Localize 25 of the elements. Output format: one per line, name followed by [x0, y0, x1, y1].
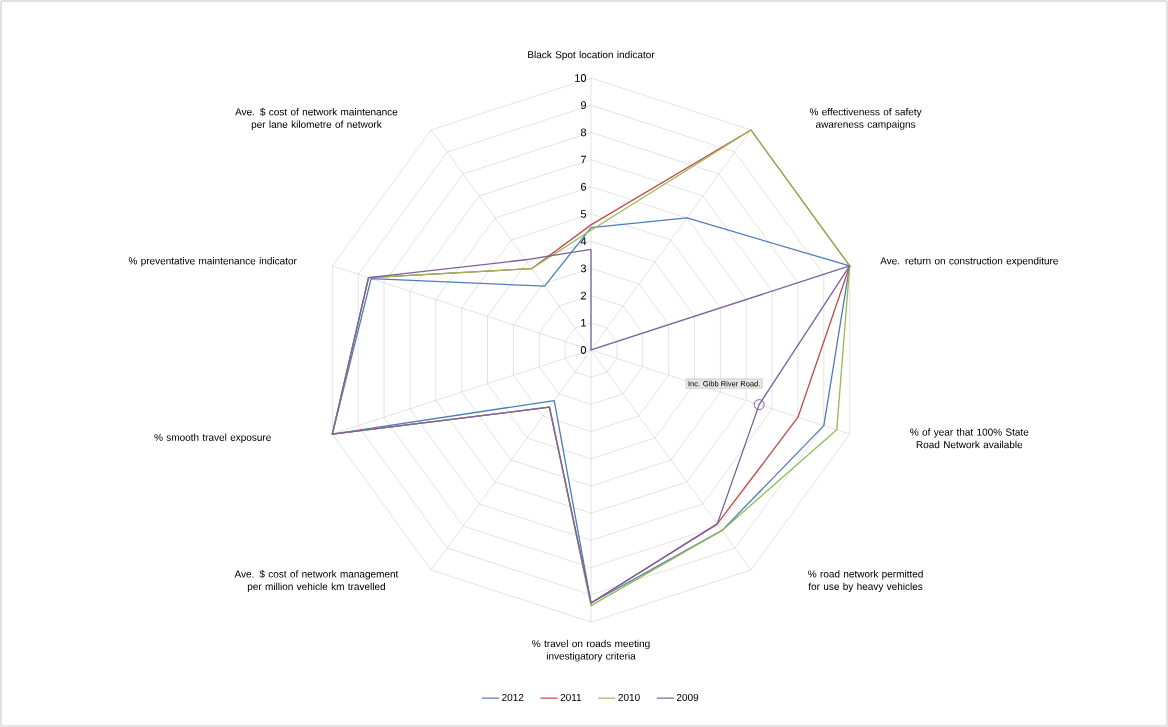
legend-label: 2009	[676, 693, 699, 701]
legend-label: 2012	[502, 693, 524, 701]
y-tick-label: 0	[580, 346, 587, 354]
y-tick-label: 1	[581, 319, 586, 327]
y-tick-label: 7	[580, 155, 586, 164]
y-tick-label: 4	[580, 237, 587, 245]
y-tick-label: 10	[575, 74, 587, 82]
y-tick-label: 5	[580, 210, 587, 218]
spoke-label: % road network permitted for use by heavy vehicles	[808, 570, 923, 592]
y-tick-label: 6	[580, 182, 587, 191]
spoke-label: Black Spot location indicator	[528, 50, 655, 61]
y-tick-label: 3	[580, 264, 587, 273]
spoke-label: Ave. $ cost of network maintenance per lane kilometre of network	[235, 107, 398, 130]
y-tick-label: 2	[580, 291, 586, 300]
spoke-label: % of year that 100% State Road Network available	[910, 428, 1029, 449]
y-tick-label: 8	[580, 128, 587, 137]
y-tick-label: 9	[580, 101, 587, 110]
spoke-label: % travel on roads meeting investigatory criteria	[532, 639, 650, 662]
spoke-label: Ave. return on construction expenditure	[880, 257, 1058, 267]
legend-label: 2011	[560, 693, 582, 701]
legend-label: 2010	[618, 693, 640, 701]
spoke-label: % smooth travel exposure	[154, 433, 271, 443]
spoke-label: % preventative maintenance indicator	[128, 257, 297, 267]
spoke-label: % effectiveness of safety awareness campaigns	[809, 108, 922, 130]
spoke-label: Ave. $ cost of network management per million vehicle km travelled	[234, 570, 399, 593]
